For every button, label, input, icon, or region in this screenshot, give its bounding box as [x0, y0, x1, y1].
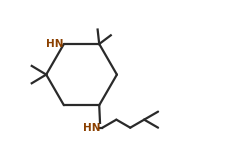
- Text: HN: HN: [46, 39, 64, 49]
- Text: HN: HN: [83, 123, 101, 133]
